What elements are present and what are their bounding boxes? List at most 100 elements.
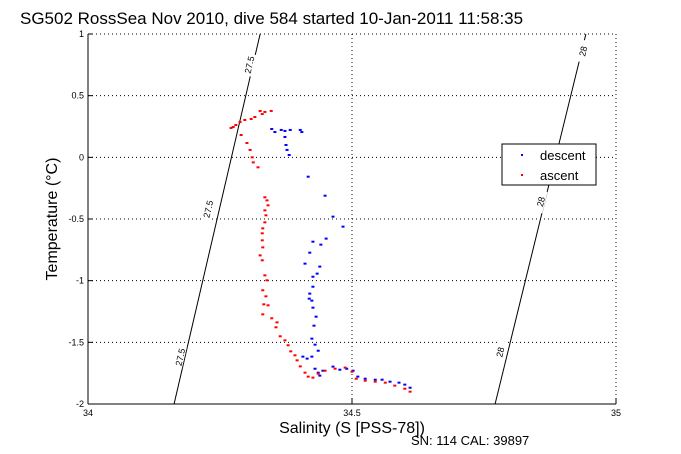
point-descent xyxy=(311,285,315,288)
point-descent xyxy=(314,315,318,318)
point-descent xyxy=(284,144,288,146)
legend-marker-descent xyxy=(521,154,523,156)
point-descent xyxy=(356,375,360,378)
point-ascent xyxy=(261,313,265,316)
point-descent xyxy=(313,367,317,370)
point-ascent xyxy=(408,390,412,393)
point-ascent xyxy=(245,142,249,145)
point-ascent xyxy=(333,367,337,370)
point-descent xyxy=(310,355,314,358)
point-ascent xyxy=(261,246,265,249)
point-ascent xyxy=(260,259,264,262)
point-ascent xyxy=(249,117,253,120)
x-axis-label: Salinity (S [PSS-78]) xyxy=(279,420,425,437)
point-ascent xyxy=(238,121,242,124)
point-descent xyxy=(373,378,377,381)
y-tick-label: -2 xyxy=(76,399,84,409)
point-descent xyxy=(315,272,319,275)
point-descent xyxy=(298,128,302,131)
point-ascent xyxy=(265,279,269,282)
point-descent xyxy=(307,297,311,300)
point-ascent xyxy=(266,204,270,207)
isopycnal-line-28 xyxy=(494,33,587,405)
legend-marker-ascent xyxy=(521,174,523,176)
point-descent xyxy=(319,243,323,246)
point-ascent xyxy=(265,199,269,202)
isopycnal-label: 28 xyxy=(494,346,506,358)
y-tick-label: -0.5 xyxy=(68,214,84,224)
point-descent xyxy=(283,129,287,132)
point-ascent xyxy=(264,214,268,217)
isopycnal-label: 27.5 xyxy=(174,347,188,366)
y-tick-label: -1.5 xyxy=(68,337,84,347)
x-tick-label: 35 xyxy=(611,408,621,418)
point-ascent xyxy=(248,148,252,151)
point-descent xyxy=(397,381,401,384)
point-descent xyxy=(308,251,312,254)
point-descent xyxy=(318,374,322,377)
point-ascent xyxy=(263,221,267,224)
point-descent xyxy=(287,153,291,156)
point-descent xyxy=(312,324,316,327)
point-descent xyxy=(311,306,315,309)
footnote: SN: 114 CAL: 39897 xyxy=(411,433,529,448)
point-ascent xyxy=(260,232,264,235)
isopycnal-label-bg xyxy=(174,345,187,369)
legend-label-descent: descent xyxy=(540,148,586,163)
point-ascent xyxy=(303,371,307,374)
point-ascent xyxy=(286,344,290,347)
point-ascent xyxy=(256,166,260,169)
point-descent xyxy=(273,131,277,134)
point-ascent xyxy=(263,110,267,113)
isopycnal-label: 27.5 xyxy=(202,199,216,218)
point-ascent xyxy=(260,239,264,242)
point-ascent xyxy=(266,304,270,307)
y-tick-label: -1 xyxy=(76,276,84,286)
point-ascent xyxy=(278,335,282,338)
point-ascent xyxy=(261,289,265,292)
point-ascent xyxy=(275,321,279,324)
point-ascent xyxy=(293,354,297,357)
point-descent xyxy=(306,175,310,178)
point-ascent xyxy=(289,350,293,353)
legend-box xyxy=(501,143,597,186)
point-ascent xyxy=(262,303,266,306)
point-ascent xyxy=(373,380,377,383)
point-descent xyxy=(288,128,292,131)
point-ascent xyxy=(283,339,287,342)
axes: 1 0.5 0 -0.5 -1 -1.5 -234 34.5 35 xyxy=(68,29,621,418)
point-ascent xyxy=(264,295,268,298)
point-ascent xyxy=(363,379,367,382)
point-ascent xyxy=(403,387,407,390)
point-descent xyxy=(311,275,315,278)
point-descent xyxy=(403,383,407,386)
point-descent xyxy=(310,299,314,302)
x-tick-label: 34 xyxy=(83,408,93,418)
point-ascent xyxy=(253,116,257,119)
isopycnal-line-27.5 xyxy=(173,33,261,405)
y-tick-label: 0.5 xyxy=(71,91,84,101)
point-ascent xyxy=(269,109,273,112)
point-descent xyxy=(305,357,309,360)
point-descent xyxy=(285,148,289,151)
point-ascent xyxy=(239,134,243,137)
point-ascent xyxy=(354,377,358,380)
point-ascent xyxy=(263,196,267,199)
point-descent xyxy=(301,355,305,358)
y-tick-label: 1 xyxy=(79,29,84,39)
isopycnal-label: 28 xyxy=(535,196,547,208)
point-descent xyxy=(324,237,328,240)
point-descent xyxy=(313,343,317,346)
point-ascent xyxy=(250,156,254,159)
point-descent xyxy=(279,128,283,131)
point-descent xyxy=(338,368,342,371)
isopycnal-label: 27.5 xyxy=(243,55,257,74)
isopycnal-label-bg xyxy=(201,197,215,221)
isopycnals: 27.5 27.5 27.5 28 28 28 xyxy=(173,33,590,405)
y-tick-label: 0 xyxy=(79,152,84,162)
isopycnal-label-bg xyxy=(534,190,548,214)
point-ascent xyxy=(393,384,397,387)
point-descent xyxy=(300,131,304,134)
point-ascent xyxy=(295,359,299,362)
